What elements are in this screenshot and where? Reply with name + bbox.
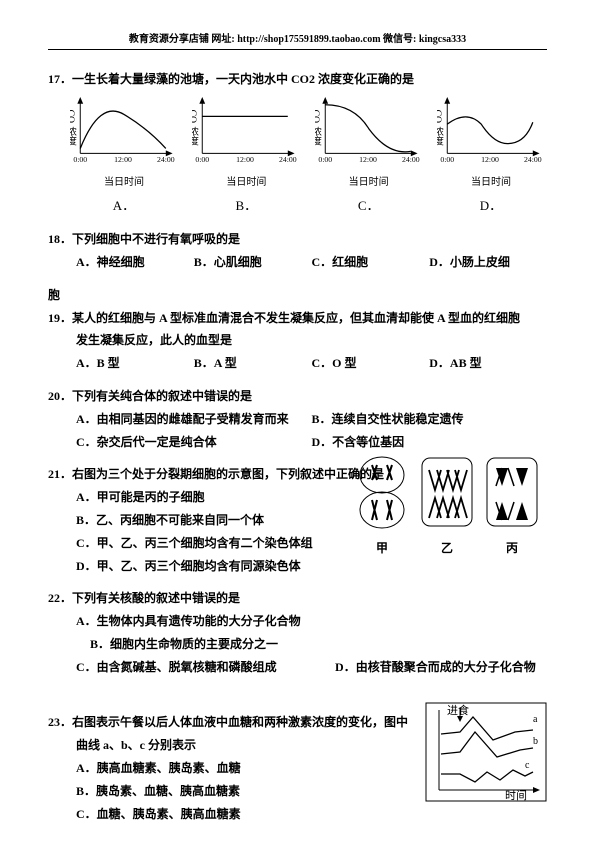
meal-label-a: a [533, 714, 538, 725]
chart-xlabel: 当日时间 [313, 173, 425, 192]
q18-num: 18． [48, 232, 72, 246]
chart-xlabel: 当日时间 [435, 173, 547, 192]
chart-c-curve [325, 105, 411, 152]
chart-ylabel: CO₂浓度 [437, 109, 444, 146]
chart-xlabel: 当日时间 [68, 173, 180, 192]
q23-text: 右图表示午餐以后人体血液中血糖和两种激素浓度的变化，图中 [72, 715, 408, 729]
q21-opt-d: D．甲、乙、丙三个细胞均含有同源染色体 [76, 555, 547, 578]
xtick: 12:00 [237, 155, 255, 164]
chart-d: CO₂浓度 0:00 12:00 24:00 当日时间 D． [435, 95, 547, 218]
meal-label-c: c [525, 760, 530, 771]
q20-opt-c: C．杂交后代一定是纯合体 [76, 431, 312, 454]
q23-diagram: 进食 a b c 时间 [425, 702, 547, 802]
q17-num: 17． [48, 72, 72, 86]
q21-diagram: 甲 乙 丙 [352, 450, 547, 556]
meal-label-top: 进食 [447, 703, 469, 717]
meal-label-b: b [533, 736, 538, 747]
xtick: 12:00 [114, 155, 132, 164]
chart-xlabel: 当日时间 [190, 173, 302, 192]
q23-opt-c: C．血糖、胰岛素、胰高血糖素 [76, 803, 547, 826]
q19-opt-d: D．AB 型 [429, 352, 547, 375]
cell-label-jia: 甲 [352, 539, 412, 556]
chart-d-curve [447, 117, 533, 144]
q21-text: 右图为三个处于分裂期细胞的示意图，下列叙述中正确的是 [72, 467, 384, 481]
q20-text: 下列有关纯合体的叙述中错误的是 [72, 389, 252, 403]
cell-label-bing: 丙 [482, 539, 542, 556]
xtick: 0:00 [440, 155, 454, 164]
question-19: 19．某人的红细胞与 A 型标准血清混合不发生凝集反应，但其血清却能使 A 型血… [48, 307, 547, 375]
chart-a-label: A． [68, 192, 180, 219]
q20-opt-a: A．由相同基因的雌雄配子受精发育而来 [76, 408, 312, 431]
page-header: 教育资源分享店铺 网址: http://shop175591899.taobao… [48, 30, 547, 45]
q21-num: 21． [48, 467, 72, 481]
cell-label-yi: 乙 [417, 539, 477, 556]
chart-ylabel: CO₂浓度 [315, 109, 322, 146]
q19-cont: 发生凝集反应，此人的血型是 [48, 329, 547, 352]
xtick: 12:00 [481, 155, 499, 164]
q19-num: 19． [48, 311, 72, 325]
question-20: 20．下列有关纯合体的叙述中错误的是 A．由相同基因的雌雄配子受精发育而来 B．… [48, 385, 547, 453]
xtick: 24:00 [279, 155, 297, 164]
chart-ylabel: CO₂浓度 [70, 109, 77, 146]
chart-b-svg: CO₂浓度 0:00 12:00 24:00 [192, 95, 300, 165]
chart-c-label: C． [313, 192, 425, 219]
q18-opt-c: C．红细胞 [312, 251, 430, 274]
q23-num: 23． [48, 715, 72, 729]
q17-charts: CO₂浓度 0:00 12:00 24:00 当日时间 A． CO₂浓度 [68, 95, 547, 218]
q20-num: 20． [48, 389, 72, 403]
q18-text: 下列细胞中不进行有氧呼吸的是 [72, 232, 240, 246]
q17-text: 一生长着大量绿藻的池塘，一天内池水中 CO2 浓度变化正确的是 [72, 72, 414, 86]
q22-num: 22． [48, 591, 72, 605]
chart-c-svg: CO₂浓度 0:00 12:00 24:00 [315, 95, 423, 165]
xtick: 24:00 [157, 155, 175, 164]
chart-b-label: B． [190, 192, 302, 219]
q19-opt-b: B．A 型 [194, 352, 312, 375]
chart-c: CO₂浓度 0:00 12:00 24:00 当日时间 C． [313, 95, 425, 218]
cell-yi: 乙 [417, 450, 477, 556]
question-22: 22．下列有关核酸的叙述中错误的是 A．生物体内具有遗传功能的大分子化合物 B．… [48, 587, 547, 701]
q20-opt-b: B．连续自交性状能稳定遗传 [312, 408, 548, 431]
q22-opt-a: A．生物体内具有遗传功能的大分子化合物 [76, 610, 547, 633]
cell-bing: 丙 [482, 450, 542, 556]
meal-label-x: 时间 [505, 789, 527, 802]
xtick: 24:00 [402, 155, 420, 164]
q22-text: 下列有关核酸的叙述中错误的是 [72, 591, 240, 605]
q22-opt-b: B．细胞内生命物质的主要成分之一 [76, 633, 547, 656]
q19-text: 某人的红细胞与 A 型标准血清混合不发生凝集反应，但其血清却能使 A 型血的红细… [72, 311, 520, 325]
chart-d-svg: CO₂浓度 0:00 12:00 24:00 [437, 95, 545, 165]
question-17: 17．一生长着大量绿藻的池塘，一天内池水中 CO2 浓度变化正确的是 CO₂浓度… [48, 68, 547, 218]
q18-tail: 胞 [48, 284, 547, 307]
q18-opt-a: A．神经细胞 [76, 251, 194, 274]
chart-a-curve [80, 111, 166, 148]
xtick: 12:00 [359, 155, 377, 164]
chart-b: CO₂浓度 0:00 12:00 24:00 当日时间 B． [190, 95, 302, 218]
xtick: 0:00 [196, 155, 210, 164]
chart-a: CO₂浓度 0:00 12:00 24:00 当日时间 A． [68, 95, 180, 218]
chart-a-svg: CO₂浓度 0:00 12:00 24:00 [70, 95, 178, 165]
q19-opt-a: A．B 型 [76, 352, 194, 375]
header-divider [48, 49, 547, 50]
q18-opt-b: B．心肌细胞 [194, 251, 312, 274]
cell-jia: 甲 [352, 450, 412, 556]
xtick: 0:00 [318, 155, 332, 164]
xtick: 0:00 [73, 155, 87, 164]
xtick: 24:00 [524, 155, 542, 164]
chart-ylabel: CO₂浓度 [192, 109, 199, 146]
q22-opt-c: C．由含氮碱基、脱氧核糖和磷酸组成 [76, 656, 335, 702]
q22-opt-d: D．由核苷酸聚合而成的大分子化合物 [335, 656, 536, 702]
chart-d-label: D． [435, 192, 547, 219]
question-18: 18．下列细胞中不进行有氧呼吸的是 A．神经细胞 B．心肌细胞 C．红细胞 D．… [48, 228, 547, 274]
q18-opt-d: D．小肠上皮细 [429, 251, 547, 274]
q19-opt-c: C．O 型 [312, 352, 430, 375]
